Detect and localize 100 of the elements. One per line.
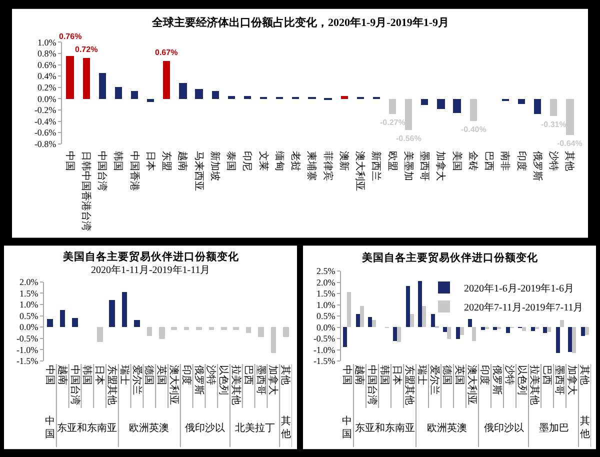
x-tick-label: 澳大利亚 bbox=[354, 150, 366, 191]
bar bbox=[468, 319, 472, 328]
x-tick-label: 新西兰 bbox=[370, 150, 382, 181]
y-tick-label: -0.6% bbox=[34, 128, 57, 138]
x-tick-label: 东盟其他 bbox=[106, 365, 118, 406]
x-tick-label: 加拿大 bbox=[267, 365, 280, 396]
bar bbox=[228, 96, 235, 100]
y-tick-label: -0.2% bbox=[34, 105, 57, 116]
bar bbox=[470, 99, 477, 122]
bar bbox=[560, 320, 564, 328]
bar bbox=[97, 326, 103, 342]
text: 欧洲英澳 bbox=[129, 422, 169, 434]
x-tick-label: 印度 bbox=[180, 365, 192, 386]
x-tick-label: 拉美其他 bbox=[230, 365, 242, 406]
x-tick-label: 菲律宾 bbox=[322, 150, 334, 181]
x-tick-label: 印度 bbox=[478, 365, 490, 386]
x-tick-label: 加拿大 bbox=[434, 150, 447, 181]
x-tick-label: 澳新 bbox=[338, 150, 350, 171]
bar bbox=[397, 327, 401, 342]
x-tick-label: 韩国 bbox=[378, 365, 390, 386]
bar bbox=[195, 89, 203, 100]
y-tick-label: 0.6% bbox=[37, 60, 57, 70]
x-tick-label: 巴西 bbox=[242, 365, 254, 386]
bar bbox=[581, 327, 585, 336]
text: 北美拉丁 bbox=[235, 422, 275, 434]
bar bbox=[258, 326, 264, 337]
bar bbox=[368, 317, 372, 328]
x-tick-label: 越南 bbox=[354, 365, 366, 386]
bar bbox=[421, 99, 428, 106]
x-tick-label: 俄罗斯 bbox=[491, 365, 503, 396]
text: 东亚和东南亚 bbox=[355, 422, 415, 434]
bar bbox=[531, 327, 535, 332]
x-tick-label: 澳大利亚 bbox=[466, 365, 478, 406]
bar bbox=[422, 306, 426, 328]
bar bbox=[283, 326, 289, 337]
bar bbox=[572, 327, 576, 354]
data-label: 0.76% bbox=[59, 32, 82, 41]
bar bbox=[453, 99, 461, 114]
y-tick-label: 1.5% bbox=[19, 288, 39, 298]
bar bbox=[244, 96, 251, 100]
x-tick-label: 印度 bbox=[515, 150, 528, 171]
bar bbox=[472, 327, 476, 342]
bar bbox=[163, 61, 170, 100]
bar bbox=[556, 327, 560, 354]
x-tick-label: 韩国 bbox=[81, 365, 94, 386]
x-tick-label: 其他 bbox=[578, 365, 590, 386]
x-tick-label: 中国台湾 bbox=[96, 150, 108, 191]
x-tick-label: 澳大利亚 bbox=[168, 365, 180, 406]
bar bbox=[99, 73, 106, 100]
x-tick-label: 以色列 bbox=[218, 365, 230, 396]
x-tick-label: 金砖 bbox=[466, 150, 479, 171]
bar bbox=[518, 99, 525, 104]
bar bbox=[134, 320, 140, 327]
y-tick-label: 2.5% bbox=[316, 266, 336, 276]
x-tick-label: 其他 bbox=[564, 150, 576, 171]
bar bbox=[147, 99, 154, 102]
y-tick-label: 1.5% bbox=[316, 288, 336, 299]
bar bbox=[246, 326, 251, 333]
x-tick-label: 中国 bbox=[44, 365, 56, 386]
chart-title: 美国自各主要贸易伙伴进口份额变化 bbox=[361, 251, 539, 264]
y-tick-label: 0.5% bbox=[316, 311, 336, 322]
bar bbox=[447, 327, 451, 340]
y-tick-label: 0.0% bbox=[37, 94, 57, 104]
x-tick-label: 爱尔兰 bbox=[428, 365, 440, 396]
data-label: 0.67% bbox=[155, 48, 178, 57]
x-tick-label: 中国台湾 bbox=[68, 365, 81, 406]
text: 东亚和东南亚 bbox=[57, 422, 117, 434]
bar bbox=[534, 99, 541, 114]
bar bbox=[418, 281, 422, 328]
y-tick-label: 1.0% bbox=[37, 37, 57, 48]
x-tick-label: 德国 bbox=[143, 365, 154, 386]
bar bbox=[196, 326, 202, 330]
x-tick-label: 柬埔寨 bbox=[306, 150, 318, 181]
x-tick-label: 加拿大 bbox=[566, 365, 578, 396]
bar bbox=[347, 292, 351, 328]
x-tick-label: 拉美其他 bbox=[528, 365, 540, 406]
y-tick-label: -1.0% bbox=[313, 344, 336, 355]
bar bbox=[184, 326, 189, 330]
x-tick-label: 新加坡 bbox=[208, 150, 221, 181]
bar bbox=[147, 326, 152, 336]
y-tick-label: -0.8% bbox=[34, 139, 57, 150]
x-tick-label: 英国 bbox=[454, 365, 466, 386]
text: 墨加巴 bbox=[539, 422, 569, 434]
x-tick-label: 中国 bbox=[64, 150, 76, 171]
bar bbox=[60, 310, 65, 327]
text: 俄印沙以 bbox=[484, 422, 524, 434]
data-label: 0.72% bbox=[75, 45, 98, 54]
bar bbox=[47, 318, 53, 327]
x-tick-label: 越南 bbox=[176, 150, 189, 171]
y-tick-label: 0.0% bbox=[19, 322, 39, 332]
legend-label: 2020年7-11月-2019年7-11月 bbox=[464, 301, 584, 314]
bar bbox=[212, 91, 219, 100]
bar bbox=[356, 314, 360, 328]
x-tick-label: 日韩中国香港台湾 bbox=[80, 150, 92, 231]
x-tick-label: 文莱 bbox=[257, 150, 270, 171]
x-tick-label: 墨西哥 bbox=[554, 365, 564, 396]
x-tick-label: 瑞士 bbox=[416, 365, 428, 386]
x-tick-label: 东盟其他 bbox=[404, 365, 416, 406]
bar bbox=[360, 306, 364, 328]
bar bbox=[493, 327, 497, 330]
